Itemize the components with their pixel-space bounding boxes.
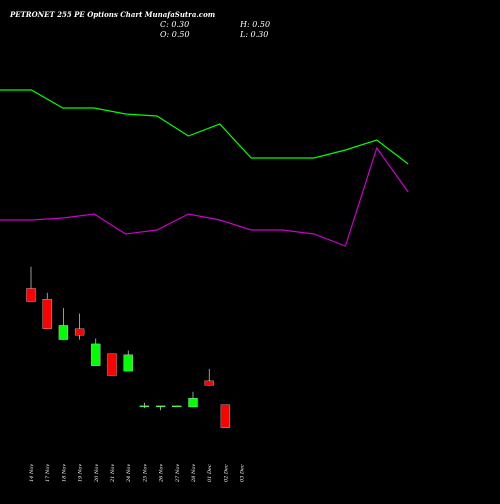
x-tick-label: 25 Nov xyxy=(142,464,148,483)
x-tick-label: 20 Nov xyxy=(94,464,100,483)
x-tick-label: 18 Nov xyxy=(61,464,67,482)
x-tick-label: 28 Nov xyxy=(191,464,197,483)
candle-body xyxy=(188,398,198,408)
candle-body xyxy=(74,328,85,336)
candles-group xyxy=(26,266,231,428)
chart-title: PETRONET 255 PE Options Chart MunafaSutr… xyxy=(9,10,215,19)
indicator-line-1 xyxy=(0,89,409,165)
low-readout: L: 0.30 xyxy=(239,30,268,39)
x-tick-label: 27 Nov xyxy=(175,464,181,483)
x-tick-label: 03 Dec xyxy=(240,464,246,482)
candle-body xyxy=(139,405,150,408)
candle-body xyxy=(91,343,101,366)
candle-body xyxy=(123,354,133,372)
candle-body xyxy=(42,299,52,329)
candle-body xyxy=(172,405,182,408)
indicator-line-2 xyxy=(0,146,409,247)
x-tick-label: 21 Nov xyxy=(110,464,116,483)
x-tick-label: 26 Nov xyxy=(159,464,165,483)
x-tick-label: 14 Nov xyxy=(29,464,35,482)
candle-body xyxy=(107,353,117,376)
candle-body xyxy=(220,404,231,428)
x-tick-label: 02 Dec xyxy=(223,464,229,482)
candle-body xyxy=(204,380,214,386)
close-readout: C: 0.30 xyxy=(160,20,189,29)
candle-body xyxy=(155,405,166,408)
x-tick-label: 17 Nov xyxy=(45,464,51,482)
high-readout: H: 0.50 xyxy=(239,20,270,29)
x-tick-label: 24 Nov xyxy=(126,464,132,483)
x-tick-label: 19 Nov xyxy=(78,464,84,482)
candle-body xyxy=(26,288,36,302)
candle-body xyxy=(58,325,69,340)
x-tick-label: 01 Dec xyxy=(207,464,213,482)
open-readout: O: 0.50 xyxy=(160,30,190,39)
x-axis-labels: 14 Nov 17 Nov 18 Nov 19 Nov 20 Nov 21 Nov 24 N… xyxy=(29,464,246,483)
indicator-lines xyxy=(0,89,409,247)
